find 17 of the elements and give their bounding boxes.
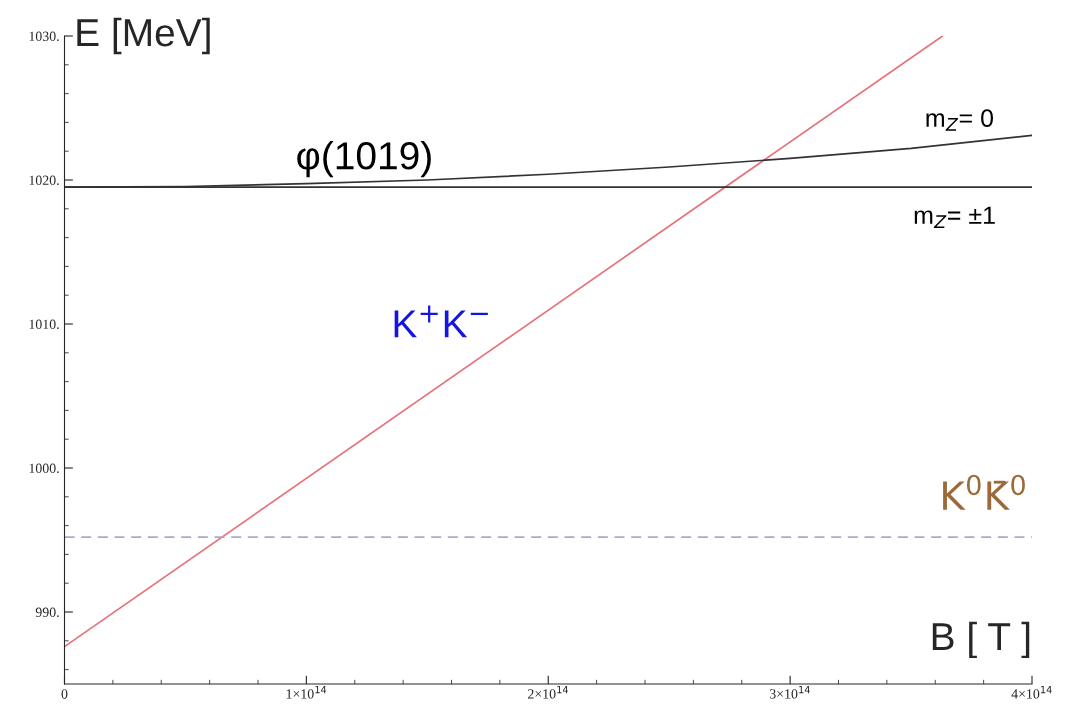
x-axis-title: B [ T ] <box>932 621 1030 659</box>
x-tick-label: 3×10$^{14}$ <box>769 686 810 699</box>
annotation: m$_{Z}$= 0 <box>926 109 994 131</box>
y-tick-label: 1010. <box>29 319 59 330</box>
annotation: K$^{+}$K$^{−}$ <box>394 305 488 338</box>
annotation: K$^{0}$K̄$^{0}$ <box>943 474 1025 510</box>
y-tick-label: 990. <box>35 607 59 618</box>
x-tick-label: 1×10$^{14}$ <box>286 686 327 699</box>
y-axis-title: E [MeV] <box>77 17 210 55</box>
x-tick-label: 2×10$^{14}$ <box>528 686 569 699</box>
x-tick-label: 4×10$^{14}$ <box>1011 686 1052 699</box>
annotation: φ(1019) <box>297 140 431 178</box>
y-tick-label: 1020. <box>29 175 59 186</box>
y-tick-label: 1000. <box>29 463 59 474</box>
y-tick-label: 1030. <box>29 31 59 42</box>
annotation: m$_{Z}$= ±1 <box>914 206 995 228</box>
x-tick-label: 0 <box>61 689 68 699</box>
